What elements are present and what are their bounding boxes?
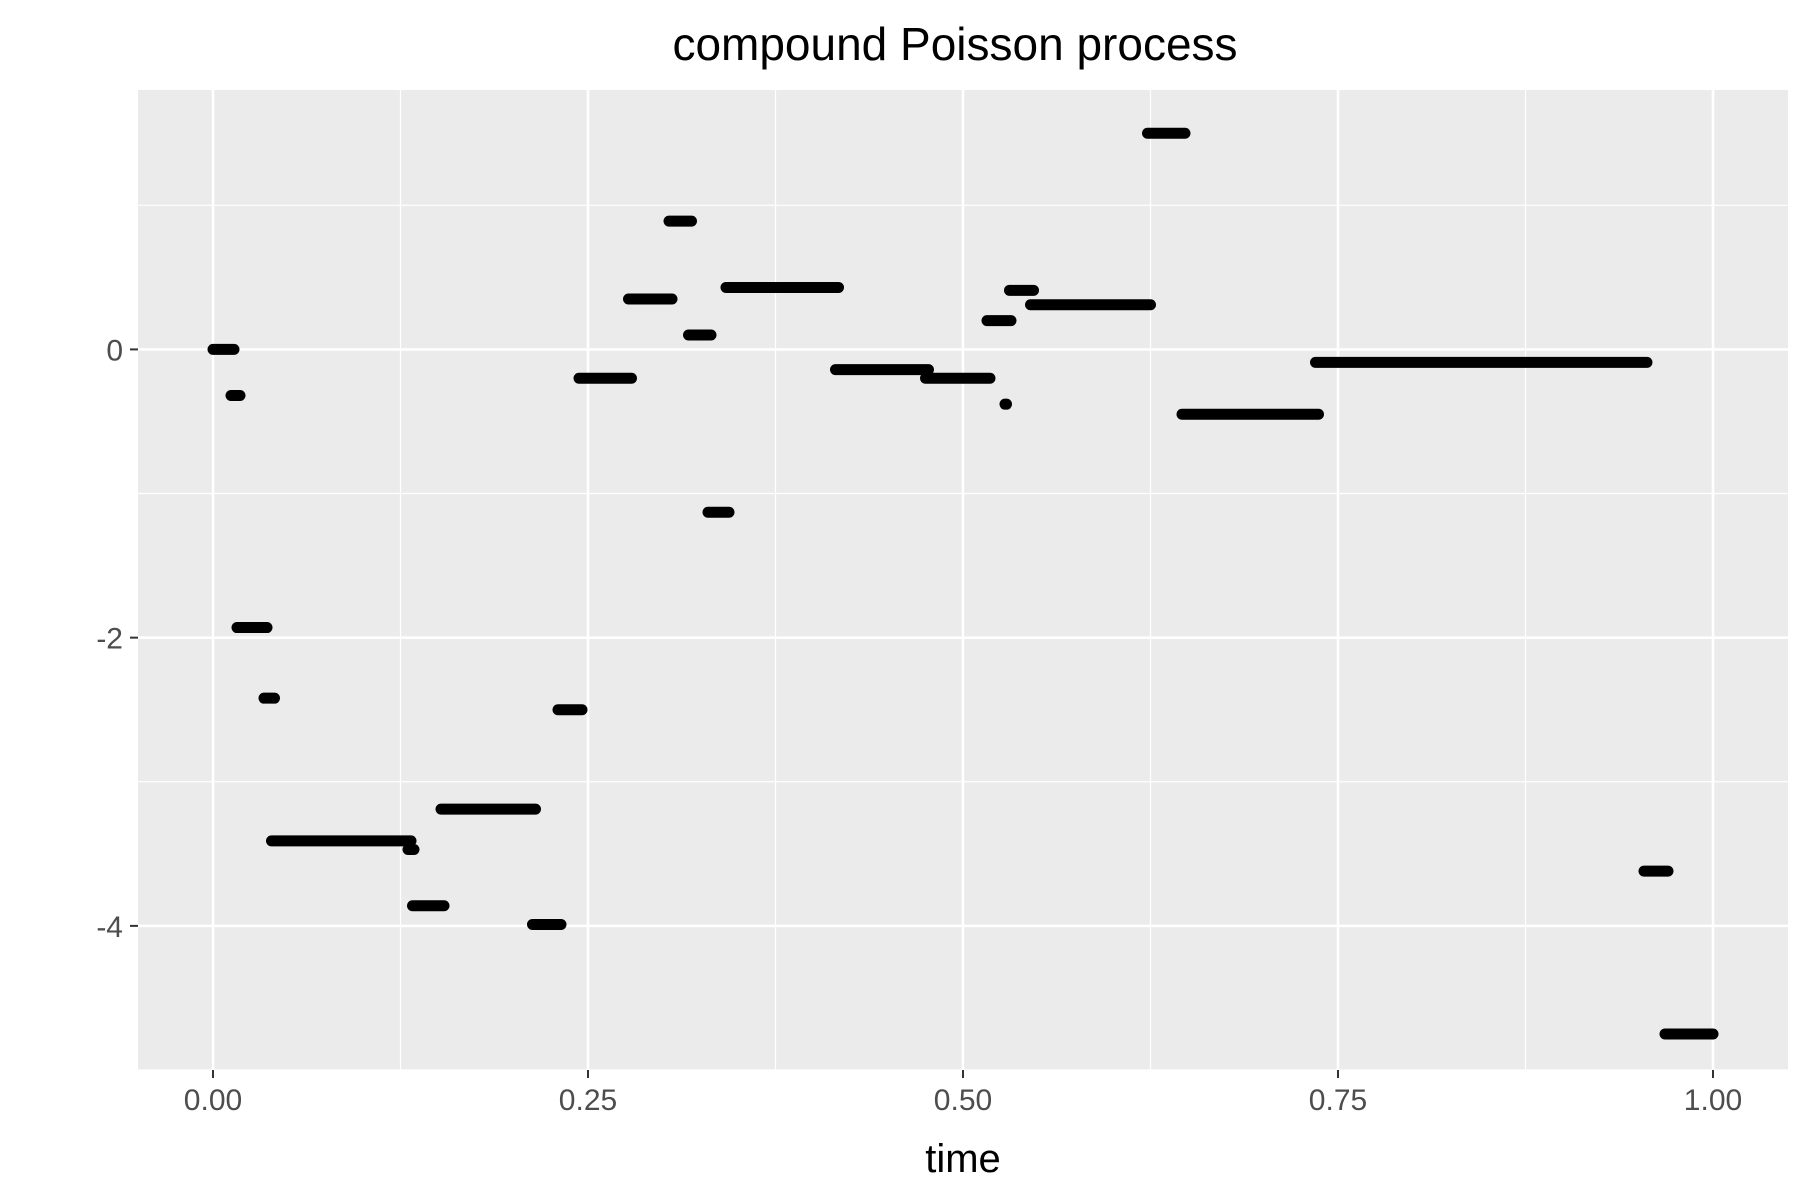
y-axis-ticks: -4 -2 0	[96, 334, 138, 944]
major-gridlines	[138, 90, 1788, 1070]
x-tick-label: 0.25	[559, 1084, 617, 1117]
y-tick-label: -4	[96, 911, 123, 944]
chart-title: compound Poisson process	[672, 18, 1237, 70]
y-tick-label: -2	[96, 623, 123, 656]
x-axis-ticks: 0.00 0.25 0.50 0.75 1.00	[184, 1070, 1742, 1117]
data-series	[207, 127, 1719, 1040]
x-axis-title: time	[925, 1137, 1001, 1181]
x-tick-label: 1.00	[1684, 1084, 1742, 1117]
x-tick-label: 0.75	[1309, 1084, 1367, 1117]
x-tick-label: 0.50	[934, 1084, 992, 1117]
x-tick-label: 0.00	[184, 1084, 242, 1117]
y-tick-label: 0	[106, 334, 123, 367]
